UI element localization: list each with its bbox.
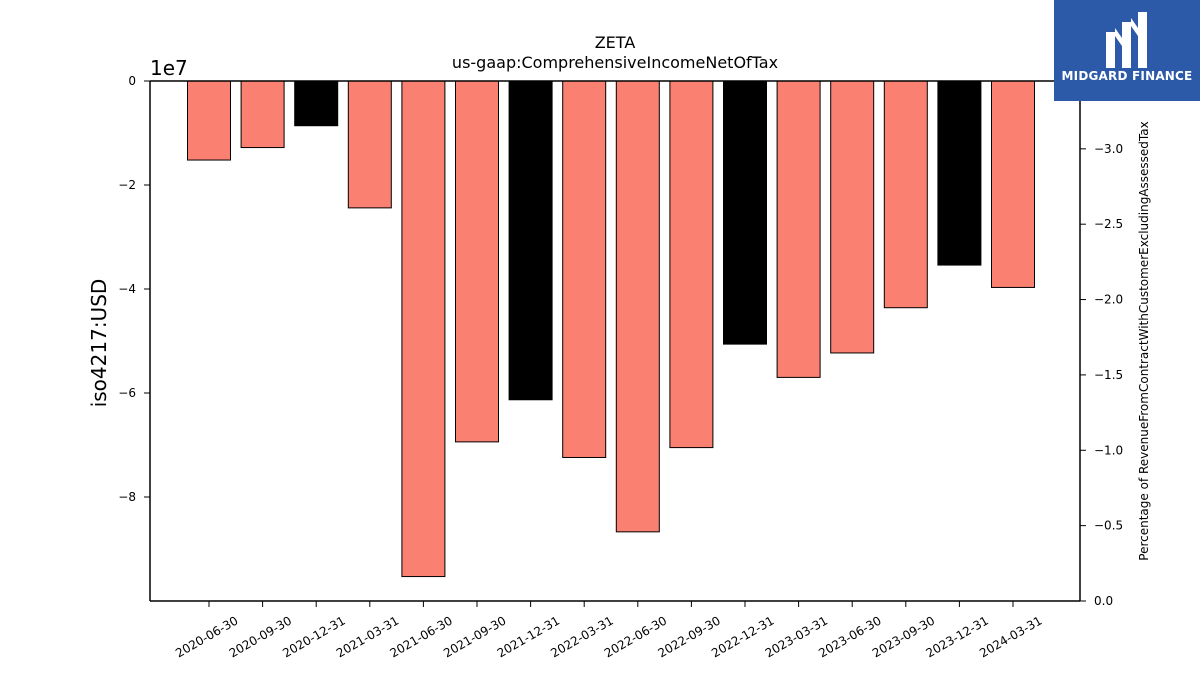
bar (937, 80, 982, 266)
y-tick-label: 0 (128, 74, 136, 88)
bar (883, 80, 928, 309)
bar (991, 80, 1035, 288)
y-tick-label: −6 (118, 386, 136, 400)
y-axis-label: iso4217:USD (87, 279, 111, 408)
bar (347, 80, 392, 209)
logo-mark-icon (1106, 12, 1147, 68)
logo-text: MIDGARD FINANCE (1061, 69, 1193, 83)
bar (562, 80, 607, 458)
y2-tick-label: −1.0 (1094, 443, 1123, 457)
y2-tick-label: −2.0 (1094, 293, 1123, 307)
y-tick-label: −8 (118, 490, 136, 504)
bar (615, 80, 660, 533)
y2-tick-label: 0.0 (1094, 594, 1113, 608)
bar (401, 80, 446, 578)
y2-axis-label: Percentage of RevenueFromContractWithCus… (1137, 121, 1151, 560)
y2-tick-label: −0.5 (1094, 519, 1123, 533)
y-tick-label: −2 (118, 178, 136, 192)
y2-tick-label: −3.0 (1094, 142, 1123, 156)
bar (830, 80, 875, 354)
chart-subtitle: us-gaap:ComprehensiveIncomeNetOfTax (452, 53, 778, 72)
bar (776, 80, 821, 378)
y-tick-label: −4 (118, 282, 136, 296)
bar (187, 80, 231, 161)
bars-group (187, 80, 1035, 578)
bar (508, 80, 553, 401)
chart-title: ZETA (595, 33, 636, 52)
bar (294, 80, 339, 127)
bar (240, 80, 285, 149)
y2-tick-label: −2.5 (1094, 217, 1123, 231)
bar (723, 80, 767, 345)
y2-tick-label: −1.5 (1094, 368, 1123, 382)
bar (455, 80, 499, 443)
y-offset-label: 1e7 (150, 56, 188, 80)
logo: MIDGARD FINANCE (1054, 0, 1200, 101)
bar (669, 80, 714, 449)
